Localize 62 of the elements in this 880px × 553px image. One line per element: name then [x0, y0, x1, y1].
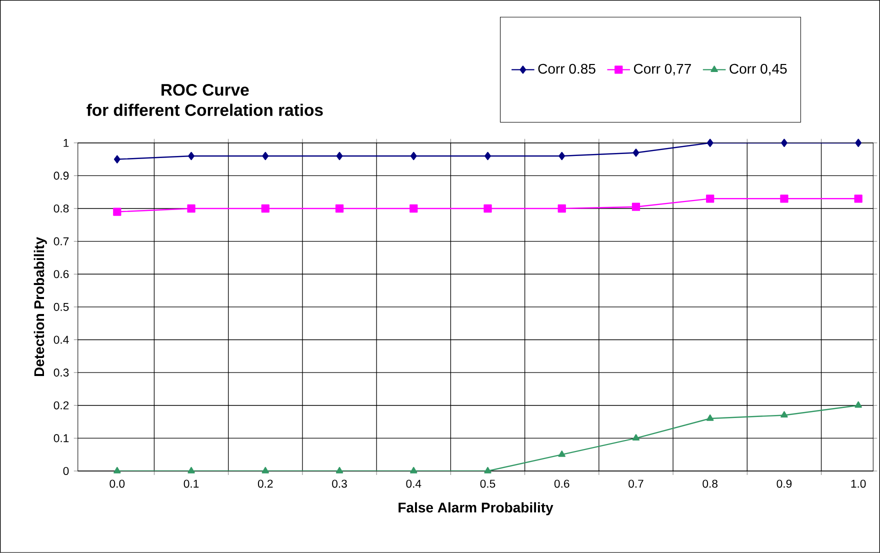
x-tick-label: 0.3	[332, 480, 347, 488]
point	[780, 194, 788, 203]
y-tick-label: 0.4	[54, 336, 69, 344]
point	[410, 152, 417, 160]
chart-title: ROC Curve	[162, 84, 249, 96]
point	[188, 466, 195, 474]
point	[262, 152, 269, 160]
point	[336, 466, 344, 474]
point	[558, 450, 566, 457]
point	[410, 466, 418, 474]
x-tick-label: 0.6	[554, 480, 570, 488]
point	[335, 204, 344, 213]
x-tick-label: 0.4	[406, 480, 422, 488]
y-tick-label: 0.8	[54, 204, 69, 213]
point	[780, 411, 788, 418]
x-tick-label: 0.9	[776, 480, 792, 488]
point	[410, 204, 418, 213]
point	[632, 202, 640, 211]
point	[632, 148, 640, 157]
legend-label: Corr 0.85	[538, 64, 596, 74]
point	[114, 155, 120, 164]
y-tick-label: 0.6	[54, 270, 69, 278]
point	[261, 204, 270, 213]
y-tick-label: 0.1	[54, 434, 69, 442]
point	[262, 466, 269, 474]
y-tick-label: 0.7	[54, 237, 69, 246]
point	[632, 434, 640, 441]
point	[855, 138, 862, 148]
chart-subtitle: for different Correlation ratios	[86, 104, 323, 116]
point	[187, 204, 196, 213]
x-tick-label: 1.0	[851, 480, 866, 488]
point	[781, 138, 788, 148]
point	[484, 152, 491, 160]
point	[188, 152, 194, 160]
y-axis-title: Detection Probability	[34, 237, 47, 376]
x-tick-label: 0.5	[480, 480, 496, 488]
point	[854, 401, 862, 408]
point	[114, 466, 121, 474]
y-tick-label: 1	[64, 139, 69, 147]
point	[484, 466, 492, 474]
point	[854, 194, 862, 203]
x-tick-label: 0.2	[258, 480, 273, 488]
point	[558, 152, 566, 160]
point	[113, 208, 122, 216]
x-tick-label: 0.0	[110, 480, 125, 488]
point	[558, 204, 566, 213]
point	[336, 152, 343, 160]
y-tick-label: 0.3	[54, 368, 69, 377]
point	[484, 204, 492, 213]
y-tick-label: 0.5	[54, 302, 69, 312]
legend-label: Corr 0,77	[634, 64, 691, 76]
x-axis-title: False Alarm Probability	[398, 502, 554, 516]
x-tick-label: 0.8	[702, 480, 718, 488]
point	[706, 138, 714, 148]
x-tick-label: 0.7	[628, 480, 644, 488]
point	[706, 414, 714, 421]
point	[706, 194, 714, 203]
y-tick-label: 0.2	[54, 401, 69, 410]
y-tick-label: 0	[63, 467, 69, 476]
y-tick-label: 0.9	[54, 172, 69, 180]
legend-label: Corr 0,45	[730, 64, 787, 76]
x-tick-label: 0.1	[184, 480, 199, 488]
